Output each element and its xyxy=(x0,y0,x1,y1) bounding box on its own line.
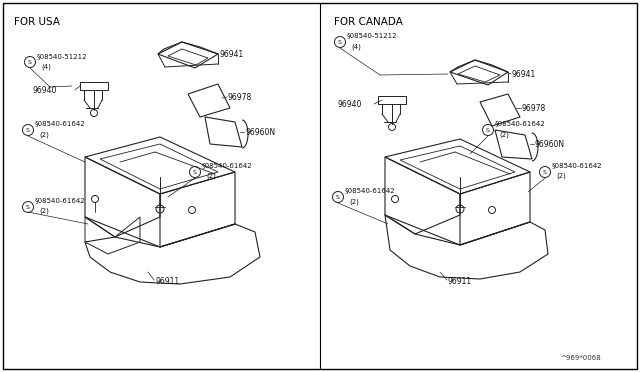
Text: (2): (2) xyxy=(556,173,566,179)
Text: 96978: 96978 xyxy=(522,103,547,112)
Text: 96911: 96911 xyxy=(448,278,472,286)
Text: 96940: 96940 xyxy=(338,99,362,109)
Text: S: S xyxy=(543,170,547,174)
Text: S: S xyxy=(26,205,30,209)
Text: FOR USA: FOR USA xyxy=(14,17,60,27)
Text: 96940: 96940 xyxy=(32,86,56,94)
Text: §08540-51212: §08540-51212 xyxy=(347,32,397,38)
Text: §08540-61642: §08540-61642 xyxy=(35,197,86,203)
Text: (2): (2) xyxy=(499,132,509,138)
Text: S: S xyxy=(338,39,342,45)
Text: §08540-61642: §08540-61642 xyxy=(495,120,546,126)
Text: (2): (2) xyxy=(39,132,49,138)
Text: S: S xyxy=(28,60,32,64)
Text: §08540-61642: §08540-61642 xyxy=(345,187,396,193)
Text: S: S xyxy=(336,195,340,199)
Text: 96960N: 96960N xyxy=(535,140,565,148)
Text: ^969*0068: ^969*0068 xyxy=(560,355,601,361)
Text: 96978: 96978 xyxy=(228,93,252,102)
Text: (4): (4) xyxy=(351,44,361,50)
Text: S: S xyxy=(26,128,30,132)
Text: (2): (2) xyxy=(39,208,49,214)
Text: §08540-51212: §08540-51212 xyxy=(37,53,88,59)
Text: (2): (2) xyxy=(349,199,359,205)
Text: (2): (2) xyxy=(206,173,216,179)
Text: §08540-61642: §08540-61642 xyxy=(202,162,253,168)
Text: S: S xyxy=(193,170,197,174)
Text: 96960N: 96960N xyxy=(245,128,275,137)
Text: (4): (4) xyxy=(41,64,51,70)
Text: 96941: 96941 xyxy=(220,49,244,58)
Text: FOR CANADA: FOR CANADA xyxy=(334,17,403,27)
Text: §08540-61642: §08540-61642 xyxy=(35,120,86,126)
Text: §08540-61642: §08540-61642 xyxy=(552,162,603,168)
Text: S: S xyxy=(486,128,490,132)
Text: 96941: 96941 xyxy=(512,70,536,78)
Text: 96911: 96911 xyxy=(155,278,179,286)
